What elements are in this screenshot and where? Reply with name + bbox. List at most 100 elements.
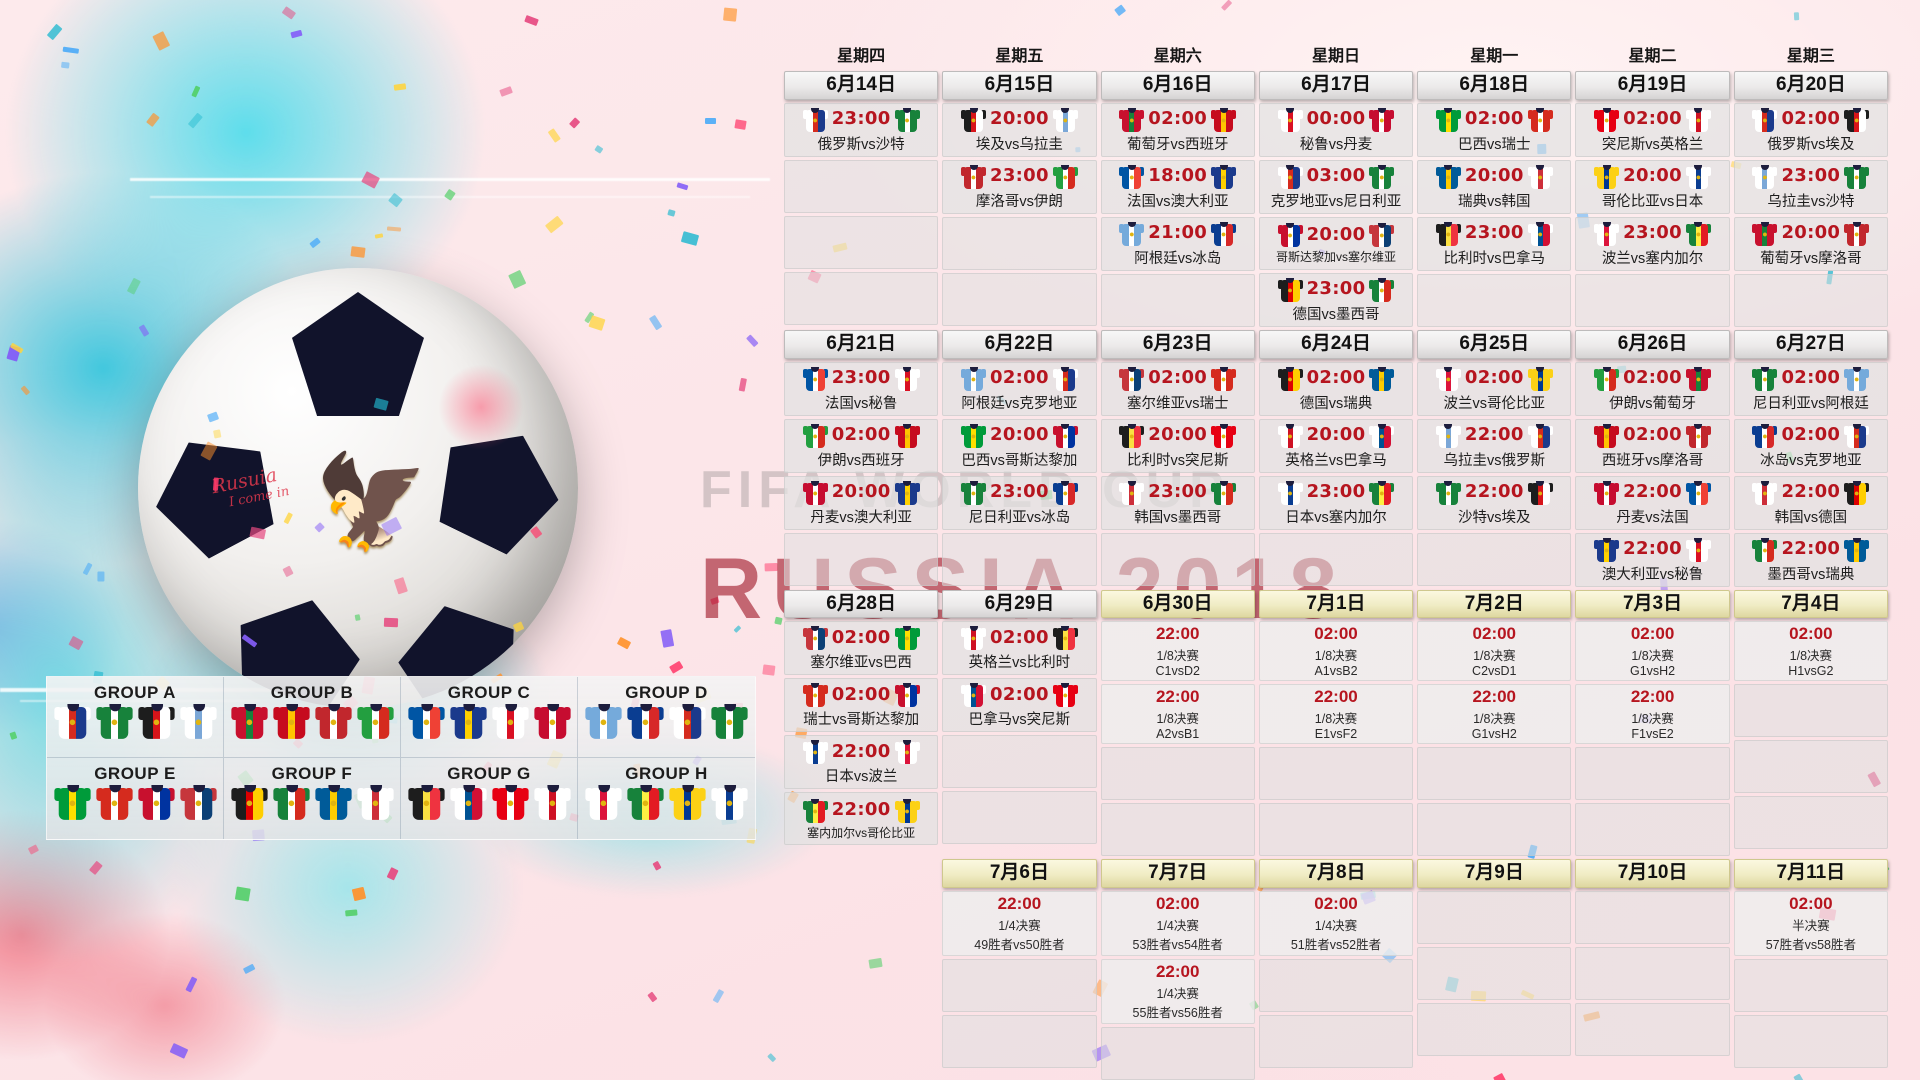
match-slot[interactable]: ● 20:00 ● 英格兰vs巴拿马	[1258, 418, 1414, 473]
match-slot[interactable]: ● 23:00 ● 波兰vs塞内加尔	[1575, 216, 1730, 271]
date-header[interactable]: 7月11日	[1733, 859, 1888, 888]
date-header[interactable]: 7月6日	[942, 859, 1097, 888]
date-header[interactable]: 7月1日	[1258, 589, 1414, 619]
date-header[interactable]: 7月7日	[1100, 859, 1255, 888]
date-header[interactable]: 6月19日	[1575, 71, 1730, 100]
group-cell-group-d[interactable]: GROUP D ● ● ● ●	[578, 677, 755, 758]
match-slot[interactable]: ● 22:00 ● 丹麦vs法国	[1575, 475, 1730, 530]
match-slot[interactable]: ● 22:00 ● 塞内加尔vs哥伦比亚	[784, 792, 939, 846]
date-header[interactable]: 6月29日	[942, 589, 1097, 619]
knockout-slot[interactable]: 02:00 半决赛 57胜者vs58胜者	[1733, 891, 1888, 956]
knockout-slot[interactable]: 02:00 1/4决赛 51胜者vs52胜者	[1258, 891, 1414, 956]
date-header[interactable]: 6月17日	[1258, 71, 1414, 100]
confetti-piece	[723, 7, 738, 22]
match-slot[interactable]: ● 22:00 ● 墨西哥vs瑞典	[1733, 532, 1888, 587]
match-slot[interactable]: ● 02:00 ● 巴拿马vs突尼斯	[942, 678, 1097, 733]
match-slot[interactable]: ● 02:00 ● 伊朗vs西班牙	[784, 418, 939, 473]
match-slot[interactable]: ● 22:00 ● 沙特vs埃及	[1417, 475, 1572, 530]
match-slot[interactable]: ● 21:00 ● 阿根廷vs冰岛	[1100, 216, 1255, 271]
match-slot[interactable]: ● 02:00 ● 突尼斯vs英格兰	[1575, 102, 1730, 157]
match-slot[interactable]: ● 02:00 ● 塞尔维亚vs瑞士	[1100, 361, 1255, 416]
match-slot[interactable]: ● 20:00 ● 巴西vs哥斯达黎加	[942, 418, 1097, 473]
group-cell-group-f[interactable]: GROUP F ● ● ● ●	[224, 758, 401, 839]
group-cell-group-b[interactable]: GROUP B ● ● ● ●	[224, 677, 401, 758]
date-header[interactable]: 6月30日	[1100, 589, 1255, 619]
date-header[interactable]: 6月21日	[784, 329, 939, 359]
date-header[interactable]: 7月3日	[1575, 589, 1730, 619]
match-slot[interactable]: ● 22:00 ● 日本vs波兰	[784, 735, 939, 790]
knockout-slot[interactable]: 22:00 1/4决赛 55胜者vs56胜者	[1100, 959, 1255, 1024]
match-slot[interactable]: ● 20:00 ● 丹麦vs澳大利亚	[784, 475, 939, 530]
date-header[interactable]: 6月24日	[1258, 329, 1414, 359]
knockout-slot[interactable]: 22:00 1/8决赛 C1vsD2	[1100, 621, 1255, 682]
match-slot[interactable]: ● 03:00 ● 克罗地亚vs尼日利亚	[1258, 159, 1414, 214]
date-header[interactable]: 7月4日	[1733, 589, 1888, 619]
match-slot[interactable]: ● 02:00 ● 瑞士vs哥斯达黎加	[784, 678, 939, 733]
knockout-slot[interactable]: 02:00 1/8决赛 G1vsH2	[1575, 621, 1730, 682]
match-slot[interactable]: ● 02:00 ● 伊朗vs葡萄牙	[1575, 361, 1730, 416]
date-header[interactable]: 6月18日	[1417, 71, 1572, 100]
date-header[interactable]: 6月15日	[942, 71, 1097, 100]
match-slot[interactable]: ● 20:00 ● 埃及vs乌拉圭	[942, 102, 1097, 157]
match-slot[interactable]: ● 23:00 ● 法国vs秘鲁	[784, 361, 939, 416]
match-slot[interactable]: ● 02:00 ● 德国vs瑞典	[1258, 361, 1414, 416]
date-header[interactable]: 6月14日	[784, 71, 939, 100]
knockout-slot[interactable]: 22:00 1/8决赛 A2vsB1	[1100, 684, 1255, 745]
match-slot[interactable]: ● 23:00 ● 日本vs塞内加尔	[1258, 475, 1414, 530]
date-header[interactable]: 6月23日	[1100, 329, 1255, 359]
date-header[interactable]: 6月25日	[1417, 329, 1572, 359]
match-slot[interactable]: ● 02:00 ● 葡萄牙vs西班牙	[1100, 102, 1255, 157]
knockout-matchup: 49胜者vs50胜者	[974, 938, 1065, 952]
match-slot[interactable]: ● 18:00 ● 法国vs澳大利亚	[1100, 159, 1255, 214]
match-slot[interactable]: ● 02:00 ● 俄罗斯vs埃及	[1733, 102, 1888, 157]
knockout-slot[interactable]: 02:00 1/8决赛 C2vsD1	[1417, 621, 1572, 682]
date-header[interactable]: 6月27日	[1733, 329, 1888, 359]
date-header[interactable]: 6月28日	[784, 589, 939, 619]
knockout-slot[interactable]: 22:00 1/8决赛 E1vsF2	[1258, 684, 1414, 745]
match-slot[interactable]: ● 02:00 ● 西班牙vs摩洛哥	[1575, 418, 1730, 473]
match-slot[interactable]: ● 23:00 ● 乌拉圭vs沙特	[1733, 159, 1888, 214]
match-slot[interactable]: ● 02:00 ● 波兰vs哥伦比亚	[1417, 361, 1572, 416]
match-slot[interactable]: ● 22:00 ● 澳大利亚vs秘鲁	[1575, 532, 1730, 587]
date-header[interactable]: 7月9日	[1417, 859, 1572, 888]
match-slot[interactable]: ● 20:00 ● 瑞典vs韩国	[1417, 159, 1572, 214]
date-header[interactable]: 6月20日	[1733, 71, 1888, 100]
match-slot[interactable]: ● 02:00 ● 冰岛vs克罗地亚	[1733, 418, 1888, 473]
match-slot[interactable]: ● 20:00 ● 葡萄牙vs摩洛哥	[1733, 216, 1888, 271]
date-header[interactable]: 6月22日	[942, 329, 1097, 359]
date-header[interactable]: 6月16日	[1100, 71, 1255, 100]
match-slot[interactable]: ● 22:00 ● 乌拉圭vs俄罗斯	[1417, 418, 1572, 473]
match-slot[interactable]: ● 23:00 ● 尼日利亚vs冰岛	[942, 475, 1097, 530]
match-slot[interactable]: ● 23:00 ● 韩国vs墨西哥	[1100, 475, 1255, 530]
knockout-slot[interactable]: 22:00 1/8决赛 G1vsH2	[1417, 684, 1572, 745]
match-slot[interactable]: ● 20:00 ● 哥斯达黎加vs塞尔维亚	[1258, 216, 1414, 270]
knockout-slot[interactable]: 02:00 1/4决赛 53胜者vs54胜者	[1100, 891, 1255, 956]
match-slot[interactable]: ● 02:00 ● 尼日利亚vs阿根廷	[1733, 361, 1888, 416]
group-cell-group-e[interactable]: GROUP E ● ● ● ●	[47, 758, 224, 839]
knockout-slot[interactable]: 22:00 1/4决赛 49胜者vs50胜者	[942, 891, 1097, 956]
group-cell-group-a[interactable]: GROUP A ● ● ● ●	[47, 677, 224, 758]
match-slot[interactable]: ● 00:00 ● 秘鲁vs丹麦	[1258, 102, 1414, 157]
match-slot[interactable]: ● 23:00 ● 俄罗斯vs沙特	[784, 102, 939, 157]
match-slot[interactable]: ● 02:00 ● 塞尔维亚vs巴西	[784, 621, 939, 676]
knockout-slot[interactable]: 02:00 1/8决赛 H1vsG2	[1733, 621, 1888, 682]
date-header[interactable]: 7月2日	[1417, 589, 1572, 619]
knockout-slot[interactable]: 22:00 1/8决赛 F1vsE2	[1575, 684, 1730, 745]
team-jersey-icon: ●	[1052, 422, 1078, 448]
match-slot[interactable]: ● 20:00 ● 哥伦比亚vs日本	[1575, 159, 1730, 214]
match-slot[interactable]: ● 23:00 ● 德国vs墨西哥	[1258, 272, 1414, 327]
match-slot[interactable]: ● 20:00 ● 比利时vs突尼斯	[1100, 418, 1255, 473]
match-slot[interactable]: ● 23:00 ● 摩洛哥vs伊朗	[942, 159, 1097, 214]
match-slot[interactable]: ● 02:00 ● 巴西vs瑞士	[1417, 102, 1572, 157]
date-header[interactable]: 6月26日	[1575, 329, 1730, 359]
group-cell-group-c[interactable]: GROUP C ● ● ● ●	[401, 677, 578, 758]
group-cell-group-h[interactable]: GROUP H ● ● ● ●	[578, 758, 755, 839]
knockout-slot[interactable]: 02:00 1/8决赛 A1vsB2	[1258, 621, 1414, 682]
group-cell-group-g[interactable]: GROUP G ● ● ● ●	[401, 758, 578, 839]
match-slot[interactable]: ● 23:00 ● 比利时vs巴拿马	[1417, 216, 1572, 271]
date-header[interactable]: 7月10日	[1575, 859, 1730, 888]
match-slot[interactable]: ● 02:00 ● 阿根廷vs克罗地亚	[942, 361, 1097, 416]
date-header[interactable]: 7月8日	[1258, 859, 1414, 888]
match-slot[interactable]: ● 02:00 ● 英格兰vs比利时	[942, 621, 1097, 676]
match-slot[interactable]: ● 22:00 ● 韩国vs德国	[1733, 475, 1888, 530]
